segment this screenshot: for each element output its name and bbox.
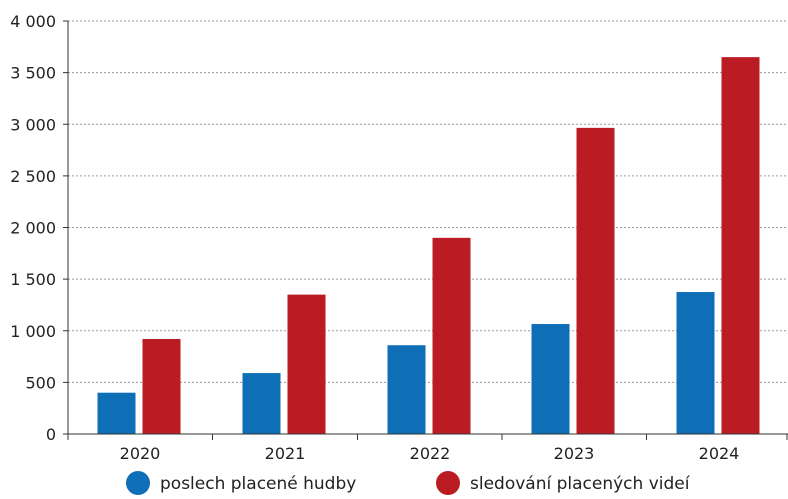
bar-video-2023 — [576, 127, 615, 435]
y-tick-label: 500 — [25, 373, 56, 392]
legend: poslech placené hudby sledování placených… — [126, 471, 691, 495]
bar-music-2022 — [387, 345, 426, 434]
bar-video-2020 — [142, 339, 181, 434]
bar-music-2021 — [242, 373, 281, 434]
y-tick-label: 1 500 — [10, 270, 56, 289]
axes: 0 500 1 000 1 500 2 000 2 500 3 000 3 500 4 000 2… — [10, 12, 788, 463]
gridlines — [68, 20, 788, 383]
y-tick-label: 3 500 — [10, 64, 56, 83]
legend-marker-video — [436, 471, 460, 495]
bar-video-2024 — [721, 57, 760, 434]
x-tick-label: 2024 — [699, 444, 740, 463]
y-tick-label: 2 000 — [10, 219, 56, 238]
y-tick-label: 2 500 — [10, 167, 56, 186]
legend-label-music: poslech placené hudby — [160, 474, 356, 494]
x-tick-label: 2023 — [554, 444, 595, 463]
legend-marker-music — [126, 471, 150, 495]
y-tick-label: 3 000 — [10, 115, 56, 134]
bar-music-2020 — [97, 392, 136, 434]
y-tick-label: 0 — [46, 425, 56, 444]
bar-video-2021 — [287, 294, 326, 434]
x-tick-label: 2020 — [120, 444, 161, 463]
legend-label-video: sledování placených videí — [470, 474, 691, 494]
bar-video-2022 — [432, 237, 471, 434]
y-tick-label: 1 000 — [10, 322, 56, 341]
bar-music-2023 — [531, 324, 570, 434]
bars — [97, 57, 760, 435]
bar-music-2024 — [676, 292, 715, 434]
y-tick-label: 4 000 — [10, 12, 56, 31]
x-tick-label: 2022 — [410, 444, 451, 463]
x-tick-label: 2021 — [265, 444, 306, 463]
